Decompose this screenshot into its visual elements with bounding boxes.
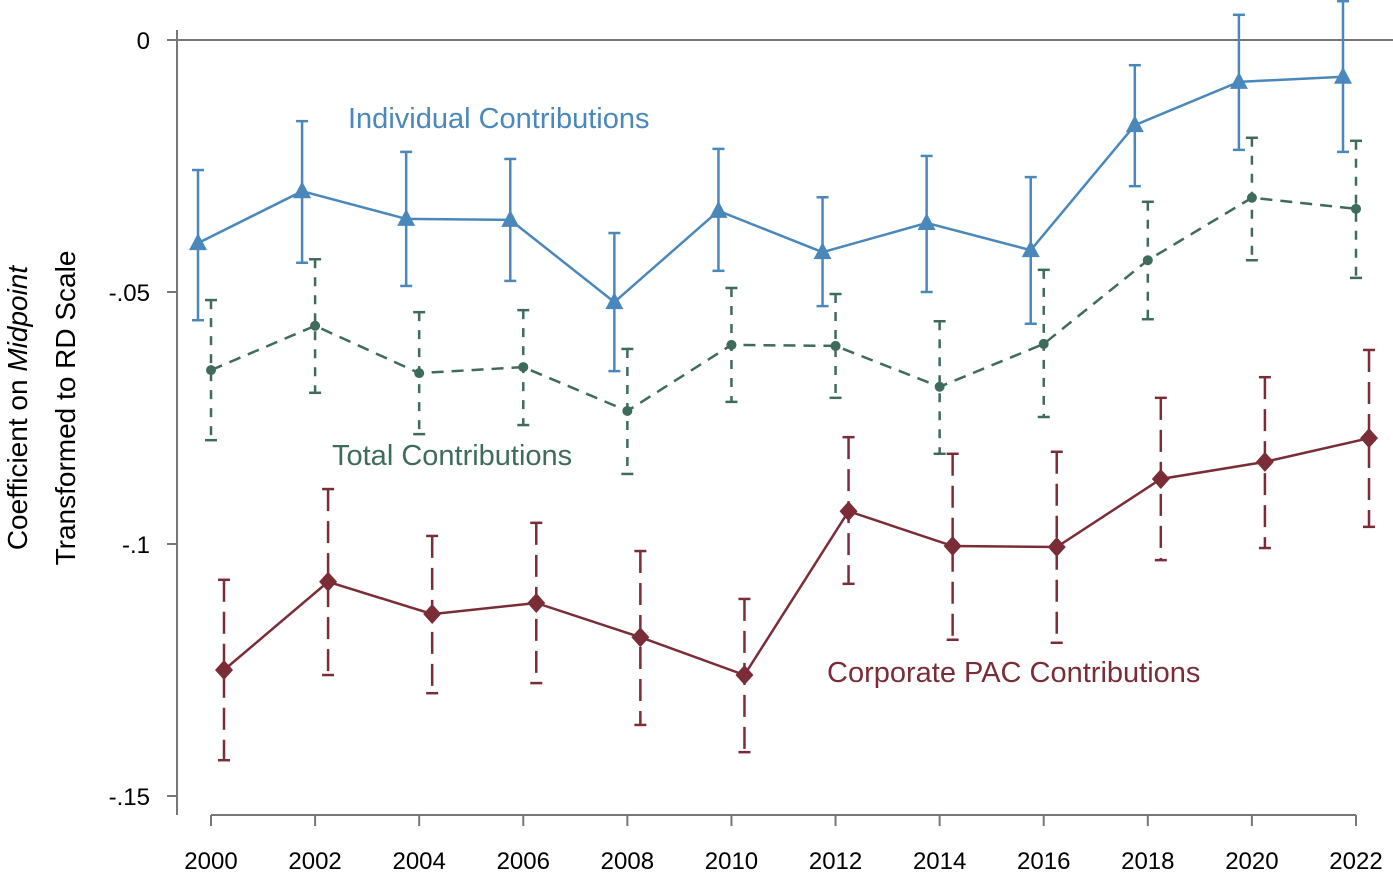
data-point-triangle bbox=[189, 233, 207, 251]
data-point-circle bbox=[414, 368, 425, 379]
data-point-circle bbox=[518, 362, 529, 373]
y-axis-ticks: 0 -.05 -.1 -.15 bbox=[109, 28, 177, 811]
data-point-diamond bbox=[319, 571, 338, 592]
x-tick-label: 2016 bbox=[1017, 848, 1070, 875]
x-tick-label: 2000 bbox=[184, 848, 237, 875]
data-point-circle bbox=[1038, 338, 1049, 349]
y-tick-label: -.1 bbox=[122, 532, 150, 559]
data-point-triangle bbox=[917, 212, 936, 230]
data-point-circle bbox=[726, 339, 737, 350]
series-total bbox=[205, 136, 1362, 476]
y-tick-label: -.05 bbox=[109, 280, 150, 307]
data-point-diamond bbox=[1360, 428, 1378, 449]
data-point-diamond bbox=[1151, 468, 1170, 489]
y-axis-label-line1: Coefficient on Midpoint bbox=[2, 265, 33, 551]
y-axis-label-line2: Transformed to RD Scale bbox=[50, 251, 81, 566]
y-label-prefix: Coefficient on bbox=[2, 372, 33, 551]
x-tick-label: 2010 bbox=[705, 848, 758, 875]
x-tick-label: 2020 bbox=[1225, 848, 1278, 875]
series-individual bbox=[189, 0, 1352, 373]
data-point-triangle bbox=[1021, 240, 1040, 258]
y-tick-label: 0 bbox=[137, 28, 150, 55]
data-point-triangle bbox=[397, 208, 416, 226]
data-point-circle bbox=[310, 320, 321, 331]
series-corporate-pac bbox=[215, 348, 1378, 762]
x-axis-ticks: 2000 2002 2004 2006 2008 2010 2012 2014 2016 2018… bbox=[184, 815, 1383, 875]
data-point-circle bbox=[1246, 192, 1257, 203]
data-point-triangle bbox=[813, 242, 832, 260]
data-point-triangle bbox=[1125, 115, 1144, 133]
series-label-corporate-pac: Corporate PAC Contributions bbox=[827, 657, 1200, 689]
x-tick-label: 2006 bbox=[497, 848, 550, 875]
data-point-diamond bbox=[423, 604, 442, 625]
x-tick-label: 2012 bbox=[809, 848, 862, 875]
data-point-diamond bbox=[631, 627, 650, 648]
x-tick-label: 2022 bbox=[1329, 848, 1382, 875]
data-point-circle bbox=[622, 405, 633, 416]
data-point-circle bbox=[1351, 203, 1361, 214]
x-tick-label: 2014 bbox=[913, 848, 966, 875]
series-line bbox=[197, 75, 1344, 304]
x-tick-label: 2008 bbox=[601, 848, 654, 875]
data-point-triangle bbox=[1334, 66, 1352, 84]
data-point-triangle bbox=[293, 181, 312, 199]
data-point-circle bbox=[934, 381, 945, 392]
data-point-triangle bbox=[709, 200, 728, 218]
data-point-diamond bbox=[839, 501, 858, 522]
data-point-circle bbox=[830, 340, 841, 351]
data-point-diamond bbox=[943, 536, 962, 557]
series-line bbox=[210, 196, 1357, 413]
x-tick-label: 2002 bbox=[288, 848, 341, 875]
x-tick-label: 2018 bbox=[1121, 848, 1174, 875]
y-label-italic: Midpoint bbox=[2, 265, 33, 372]
data-point-diamond bbox=[735, 665, 754, 686]
data-point-diamond bbox=[1047, 537, 1066, 558]
y-axis-label: Coefficient on Midpoint Transformed to R… bbox=[2, 251, 81, 566]
data-point-triangle bbox=[1229, 71, 1248, 89]
data-point-triangle bbox=[605, 292, 624, 310]
data-point-diamond bbox=[1255, 451, 1274, 472]
data-point-circle bbox=[206, 365, 216, 376]
series-label-individual: Individual Contributions bbox=[348, 103, 649, 135]
data-point-diamond bbox=[215, 660, 233, 680]
series-line bbox=[223, 436, 1370, 677]
series-layer bbox=[189, 0, 1378, 762]
series-label-total: Total Contributions bbox=[332, 440, 572, 472]
data-point-triangle bbox=[501, 209, 520, 227]
data-point-diamond bbox=[527, 592, 546, 613]
y-tick-label: -.15 bbox=[109, 784, 150, 811]
data-point-circle bbox=[1142, 255, 1153, 266]
x-tick-label: 2004 bbox=[392, 848, 445, 875]
